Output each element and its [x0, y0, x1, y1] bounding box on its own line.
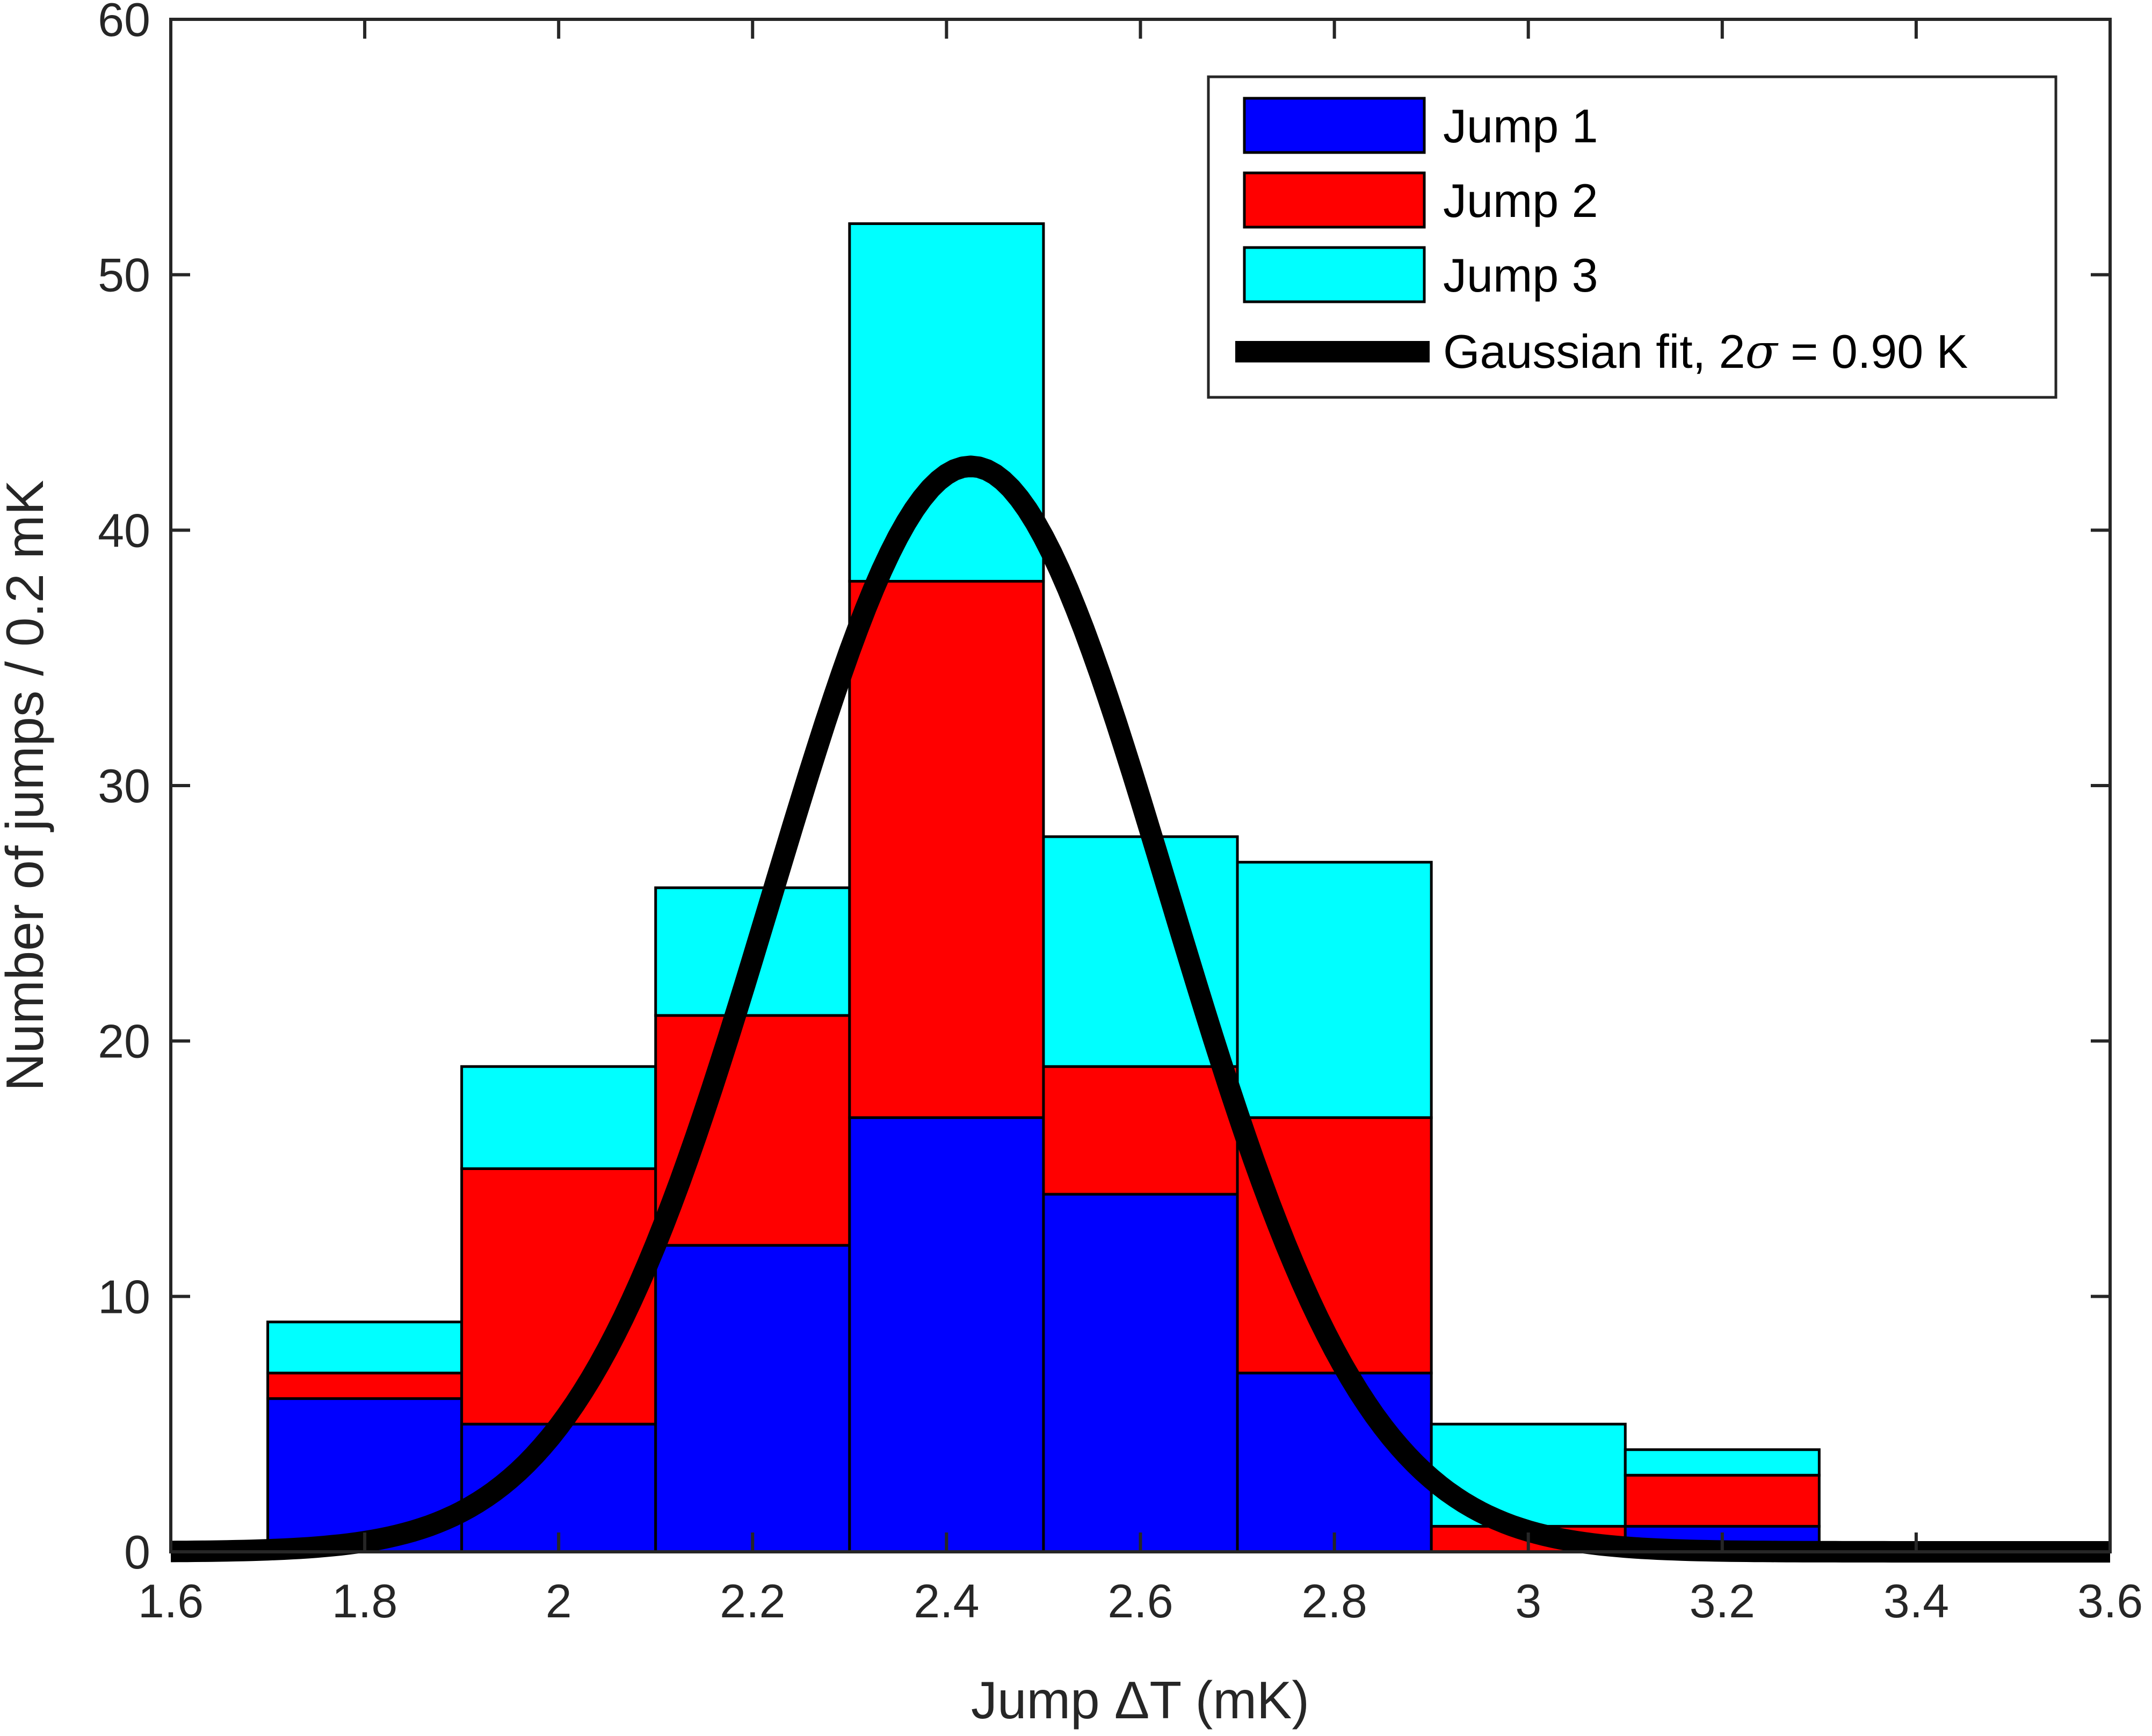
y-tick-label: 10 [98, 1270, 150, 1323]
x-tick-label: 1.6 [138, 1574, 204, 1628]
x-tick-label: 2.6 [1107, 1574, 1173, 1628]
bar-jump-1-bin-5 [1042, 1193, 1239, 1553]
y-tick-label: 40 [98, 504, 150, 557]
y-tick-label: 30 [98, 759, 150, 812]
x-axis-label: Jump ΔT (mK) [971, 1670, 1309, 1730]
y-tick-label: 60 [98, 0, 150, 46]
x-tick-label: 2 [546, 1574, 572, 1628]
y-axis-label: Number of jumps / 0.2 mK [0, 480, 54, 1091]
bar-jump-2-bin-1 [266, 1371, 463, 1400]
bar-jump-3-bin-6 [1236, 861, 1433, 1119]
bar-jump-3-bin-8 [1624, 1448, 1821, 1477]
y-tick-label: 20 [98, 1015, 150, 1068]
bar-jump-2-bin-4 [848, 579, 1045, 1119]
x-tick-label: 3.2 [1690, 1574, 1755, 1628]
legend: Jump 1 Jump 2 Jump 3 Gaussian fit, 2σ = … [1207, 75, 2057, 399]
bar-jump-2-bin-8 [1624, 1473, 1821, 1528]
x-tick-label: 2.4 [914, 1574, 979, 1628]
x-tick-label: 3 [1515, 1574, 1541, 1628]
bar-jump-3-bin-1 [266, 1320, 463, 1375]
x-tick-label: 1.8 [332, 1574, 397, 1628]
x-tick-label: 3.6 [2077, 1574, 2143, 1628]
legend-label-jump-1: Jump 1 [1443, 99, 1598, 152]
bar-jump-1-bin-4 [848, 1116, 1045, 1553]
x-tick-label: 2.8 [1301, 1574, 1367, 1628]
bar-jump-2-bin-3 [654, 1014, 851, 1247]
legend-label-jump-2: Jump 2 [1443, 174, 1598, 227]
legend-swatch-jump-2 [1243, 171, 1426, 229]
y-tick-label: 0 [124, 1526, 150, 1579]
legend-label-jump-3: Jump 3 [1443, 249, 1598, 302]
x-tick-label: 3.4 [1883, 1574, 1949, 1628]
legend-swatch-jump-3 [1243, 246, 1426, 303]
bar-jump-3-bin-2 [460, 1065, 657, 1170]
legend-label-fit-prefix: Gaussian fit, 2 [1443, 325, 1745, 378]
x-tick-label: 2.2 [720, 1574, 785, 1628]
legend-label-gaussian-fit: Gaussian fit, 2σ = 0.90 K [1443, 324, 1968, 379]
bar-jump-3-bin-4 [848, 222, 1045, 583]
y-tick-label: 50 [98, 249, 150, 302]
legend-label-fit-symbol: σ [1745, 324, 1779, 379]
bar-jump-1-bin-3 [654, 1244, 851, 1553]
legend-label-fit-suffix: = 0.90 K [1778, 325, 1968, 378]
legend-swatch-jump-1 [1243, 97, 1426, 154]
bar-jump-2-bin-5 [1042, 1065, 1239, 1196]
bar-jump-2-bin-6 [1236, 1116, 1433, 1375]
